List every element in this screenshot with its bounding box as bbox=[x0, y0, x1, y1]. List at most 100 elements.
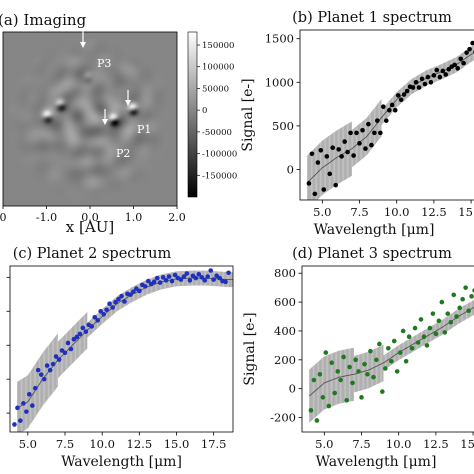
colorbar-tick-label: 150000 bbox=[202, 41, 234, 51]
data-point bbox=[359, 395, 364, 400]
plot-frame bbox=[299, 29, 474, 201]
data-point bbox=[416, 85, 422, 90]
data-point bbox=[422, 81, 428, 87]
y-axis-label: Signal [e-] bbox=[242, 312, 258, 385]
data-point bbox=[208, 268, 213, 273]
data-point bbox=[446, 66, 452, 72]
data-point bbox=[457, 305, 462, 311]
data-point bbox=[354, 130, 359, 136]
data-point bbox=[377, 341, 382, 347]
data-point bbox=[356, 369, 361, 374]
data-point bbox=[442, 330, 448, 335]
x-tick-label: 10.0 bbox=[384, 205, 410, 219]
data-point bbox=[371, 374, 376, 380]
data-point bbox=[383, 366, 388, 371]
data-point bbox=[342, 139, 347, 144]
panel-title: (d) Planet 3 spectrum bbox=[292, 246, 452, 262]
data-point bbox=[341, 354, 346, 360]
data-point bbox=[431, 73, 437, 78]
data-point bbox=[145, 278, 151, 284]
x-tick-label: 10.0 bbox=[386, 437, 412, 451]
data-point bbox=[460, 296, 465, 302]
label-p3: P3 bbox=[97, 57, 111, 70]
data-point bbox=[27, 391, 32, 397]
plot-frame bbox=[301, 265, 474, 433]
data-point bbox=[368, 348, 373, 354]
data-point bbox=[202, 278, 208, 283]
data-point bbox=[122, 299, 127, 304]
data-point bbox=[463, 285, 468, 290]
data-point bbox=[104, 307, 109, 313]
data-point bbox=[199, 275, 205, 280]
panel-d: (d) Planet 3 spectrum 5.0 7.5 10.0 12.5 15.0 -… bbox=[242, 246, 474, 470]
data-point bbox=[348, 130, 353, 136]
data-point bbox=[413, 80, 419, 85]
data-point bbox=[68, 346, 74, 352]
imaging-x-ticks: 0 -1.0 0.0 1.0 2.0 bbox=[0, 206, 186, 224]
data-point bbox=[330, 145, 336, 150]
data-point bbox=[62, 350, 68, 356]
data-point bbox=[403, 358, 409, 364]
data-point bbox=[113, 299, 118, 305]
data-point bbox=[424, 343, 430, 348]
data-point bbox=[169, 278, 175, 284]
x-tick-label: 15.0 bbox=[458, 205, 474, 219]
data-point bbox=[151, 279, 157, 285]
data-point bbox=[383, 118, 389, 123]
data-point bbox=[336, 147, 341, 152]
data-point bbox=[166, 274, 172, 279]
arrow-p3-head bbox=[80, 42, 86, 48]
imaging-x-tick-label: 1.0 bbox=[125, 211, 143, 224]
x-tick-label: 7.5 bbox=[56, 437, 74, 451]
data-point bbox=[12, 422, 17, 427]
data-point bbox=[53, 354, 59, 359]
data-point bbox=[415, 340, 421, 345]
data-point bbox=[18, 418, 23, 423]
data-point bbox=[21, 401, 26, 406]
data-point bbox=[401, 92, 407, 97]
data-point bbox=[436, 318, 442, 324]
data-point bbox=[445, 311, 451, 316]
label-p1: P1 bbox=[137, 123, 151, 136]
data-point bbox=[378, 130, 383, 136]
data-point bbox=[56, 357, 62, 362]
data-point bbox=[116, 296, 121, 302]
x-tick-label: 15.0 bbox=[164, 437, 190, 451]
data-point bbox=[315, 160, 321, 165]
data-point bbox=[410, 85, 416, 90]
data-point bbox=[137, 288, 142, 294]
imaging-x-tick-label: 2.0 bbox=[168, 211, 186, 224]
data-point bbox=[398, 97, 404, 103]
data-point bbox=[181, 274, 187, 279]
data-point bbox=[77, 331, 83, 337]
data-point bbox=[332, 390, 338, 396]
imaging-heatmap bbox=[3, 32, 177, 206]
data-point bbox=[345, 149, 350, 155]
data-point bbox=[350, 380, 355, 386]
data-point bbox=[178, 277, 184, 282]
x-tick-label: 7.5 bbox=[352, 437, 370, 451]
data-point bbox=[324, 154, 330, 159]
data-point bbox=[163, 278, 169, 283]
data-point bbox=[47, 367, 53, 373]
data-point bbox=[65, 340, 71, 346]
data-point bbox=[308, 408, 314, 413]
data-point bbox=[321, 187, 327, 192]
y-axis-label: Signal [e-] bbox=[240, 78, 256, 151]
data-point bbox=[412, 325, 418, 331]
data-point bbox=[347, 364, 352, 370]
data-point bbox=[154, 275, 160, 281]
data-point bbox=[119, 293, 124, 299]
y-tick-label: -200 bbox=[270, 411, 296, 425]
x-tick-label: 12.5 bbox=[423, 437, 449, 451]
data-point bbox=[335, 369, 341, 374]
data-point bbox=[388, 358, 394, 364]
y-tick-label: 200 bbox=[274, 353, 296, 367]
data-point bbox=[32, 385, 38, 391]
data-point bbox=[24, 409, 29, 414]
colorbar-tick-label: -150000 bbox=[202, 171, 237, 181]
data-point bbox=[312, 191, 318, 197]
data-point bbox=[318, 148, 324, 153]
data-point bbox=[406, 334, 412, 340]
